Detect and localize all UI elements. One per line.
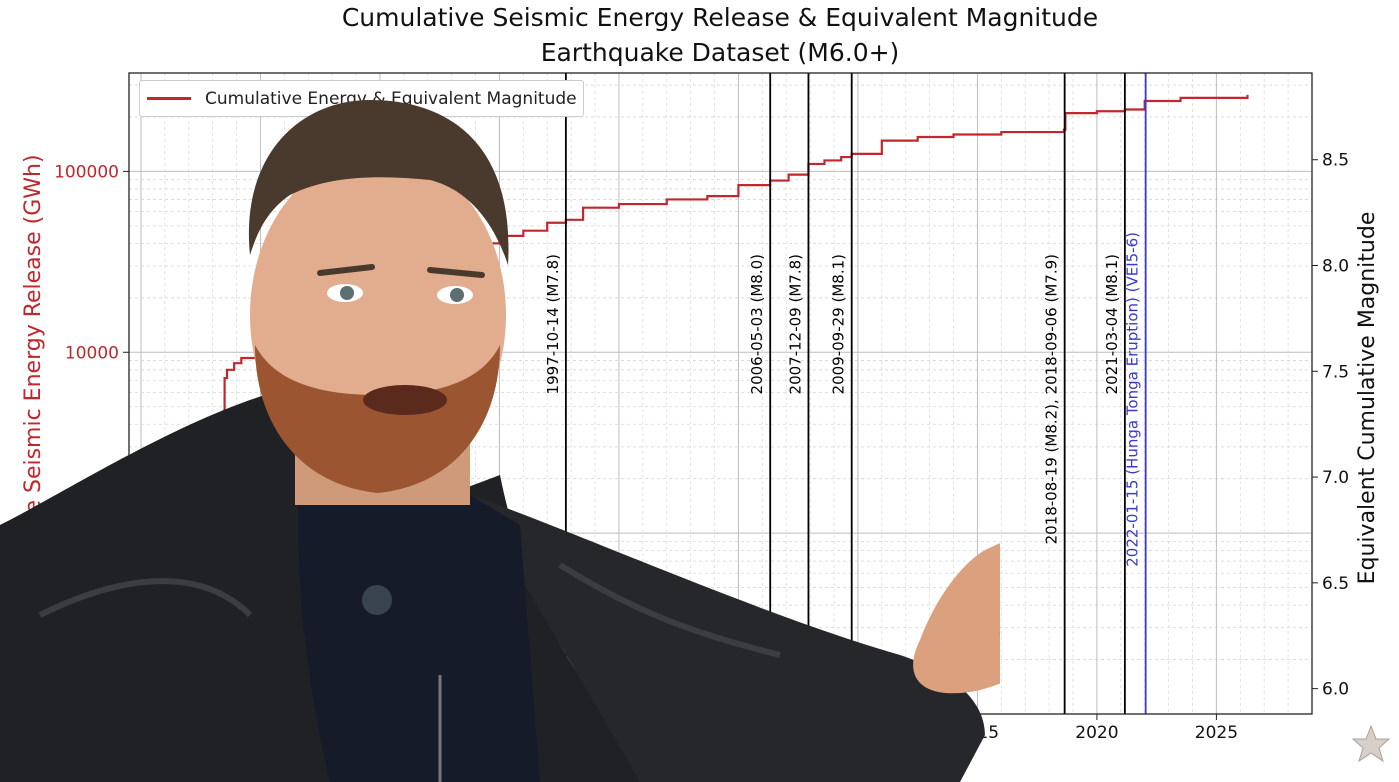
right-tick-label: 8.5	[1322, 151, 1349, 171]
right-tick-label: 6.5	[1322, 574, 1349, 594]
chart-subtitle: Earthquake Dataset (M6.0+)	[540, 38, 900, 67]
right-tick-label: 6.0	[1322, 680, 1349, 700]
right-tick-label: 7.5	[1322, 362, 1349, 382]
channel-watermark-icon	[1351, 724, 1391, 763]
annotation-label: 2021-03-04 (M8.1)	[1103, 254, 1121, 394]
annotation-label: 2022-01-15 (Hunga Tonga Eruption) (VEI5-…	[1124, 232, 1142, 567]
right-axis-label: Equivalent Cumulative Magnitude	[1355, 212, 1380, 585]
annotation-layer: 1997-10-14 (M7.8) 2006-05-03 (M8.0) 2007-1…	[544, 73, 1147, 714]
presenter-photo	[0, 100, 1000, 782]
annotation-label: 1997-10-14 (M7.8)	[544, 254, 562, 394]
bottom-tick-label: 2025	[1195, 723, 1238, 743]
left-tick-label: 10000	[65, 343, 119, 363]
right-tick-label: 7.0	[1322, 468, 1349, 488]
right-tick-label: 8.0	[1322, 257, 1349, 277]
bottom-tick-label: 2020	[1075, 723, 1118, 743]
right-axis: 6.0 6.5 7.0 7.5 8.0 8.5	[1312, 151, 1349, 700]
left-tick-label: 100000	[54, 162, 119, 182]
annotation-label: 2007-12-09 (M7.8)	[786, 254, 804, 394]
annotation-label: 2018-08-19 (M8.2), 2018-09-06 (M7.9)	[1043, 254, 1061, 544]
legend-label: Cumulative Energy & Equivalent Magnitude	[205, 88, 577, 109]
annotation-label: 2006-05-03 (M8.0)	[748, 254, 766, 394]
legend-line-swatch	[147, 97, 191, 100]
annotation-label: 2009-09-29 (M8.1)	[830, 254, 848, 394]
chart-title: Cumulative Seismic Energy Release & Equi…	[341, 3, 1099, 32]
